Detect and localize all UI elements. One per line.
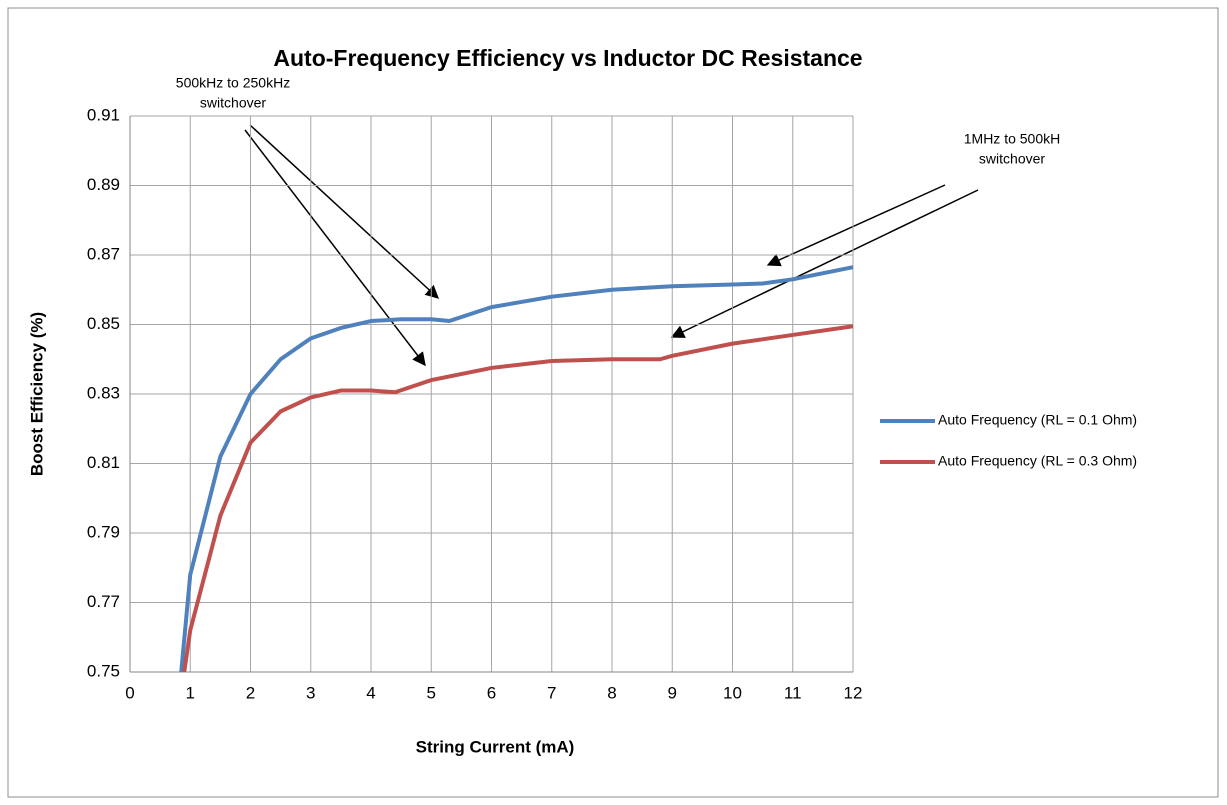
chart-border (7, 7, 1219, 798)
legend-label: Auto Frequency (RL = 0.1 Ohm) (938, 412, 1137, 428)
y-tick-label: 0.83 (87, 383, 120, 402)
x-tick-label: 10 (723, 683, 742, 702)
y-tick-label: 0.81 (87, 453, 120, 472)
x-tick-label: 3 (306, 683, 315, 702)
y-tick-label: 0.89 (87, 175, 120, 194)
series-line (179, 265, 854, 673)
x-tick-label: 7 (547, 683, 556, 702)
arrow (244, 129, 426, 367)
annotation-arrows (244, 124, 979, 367)
chart-title: Auto-Frequency Efficiency vs Inductor DC… (273, 45, 862, 71)
x-tick-label: 12 (844, 683, 863, 702)
x-tick-label: 8 (607, 683, 616, 702)
x-tick-label: 6 (487, 683, 496, 702)
legend-label: Auto Frequency (RL = 0.3 Ohm) (938, 453, 1137, 469)
arrow (249, 124, 439, 299)
annotation: switchover (200, 95, 266, 111)
y-tick-label: 0.77 (87, 592, 120, 611)
annotation: 500kHz to 250kHz (176, 75, 290, 91)
x-tick-label: 4 (366, 683, 375, 702)
y-tick-label: 0.75 (87, 661, 120, 680)
x-axis-label: String Current (mA) (416, 737, 575, 756)
annotation: 1MHz to 500kH (964, 131, 1060, 147)
x-tick-label: 2 (246, 683, 255, 702)
y-axis-label: Boost Efficiency (%) (27, 312, 46, 476)
series-line (182, 324, 854, 673)
x-tick-label: 5 (427, 683, 436, 702)
y-tick-label: 0.91 (87, 105, 120, 124)
x-tick-label: 11 (784, 683, 802, 702)
arrow (766, 184, 946, 267)
y-tick-label: 0.79 (87, 522, 120, 541)
x-tick-label: 9 (668, 683, 677, 702)
annotation: switchover (979, 151, 1045, 167)
x-tick-label: 0 (125, 683, 134, 702)
x-tick-label: 1 (186, 683, 195, 702)
arrow (670, 189, 979, 338)
y-tick-label: 0.85 (87, 314, 120, 333)
y-tick-label: 0.87 (87, 244, 120, 263)
